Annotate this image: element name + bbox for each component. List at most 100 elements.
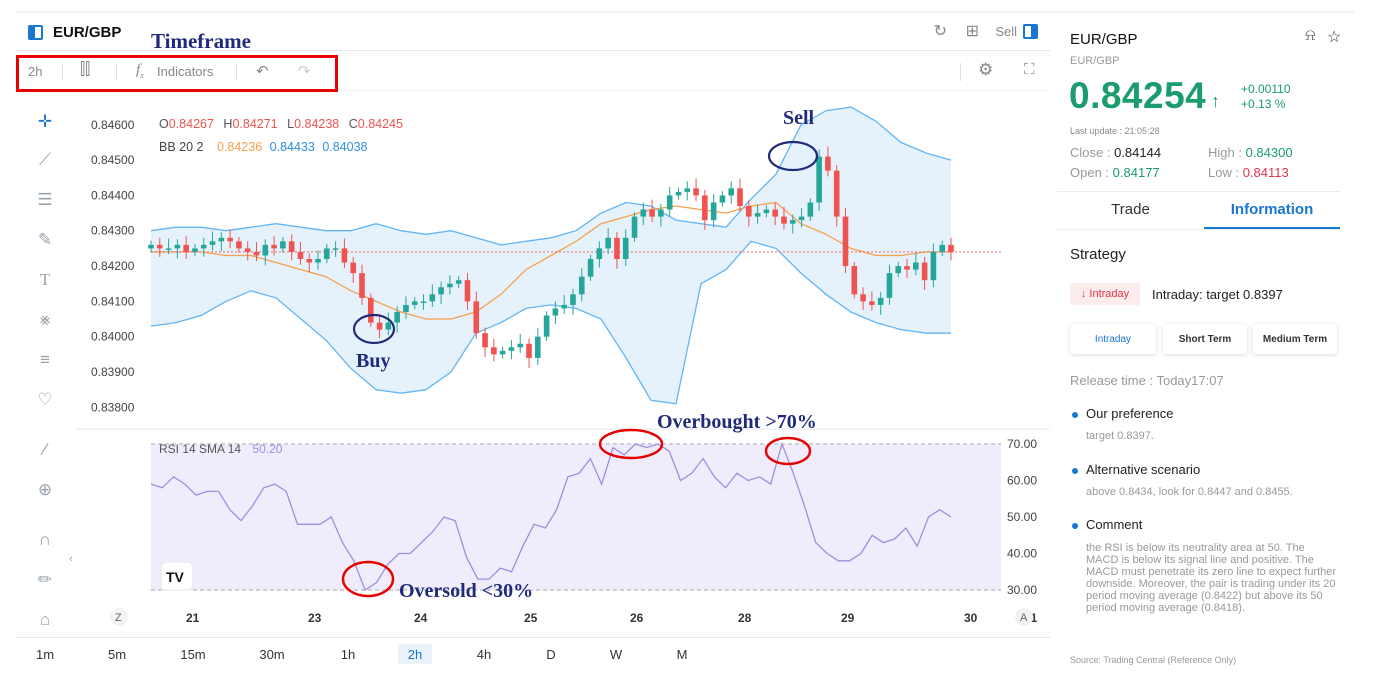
term-short-button[interactable]: Short Term: [1163, 324, 1247, 354]
timeframe-M[interactable]: M: [676, 646, 688, 662]
timeframe-D[interactable]: D: [546, 646, 556, 662]
grid-layout-icon[interactable]: ⊞: [965, 23, 980, 40]
collapse-toolbar-icon[interactable]: ‹: [69, 553, 73, 565]
zoom-in-icon[interactable]: ⊕: [37, 480, 53, 499]
candle-body: [746, 206, 752, 217]
timeframe-5m[interactable]: 5m: [107, 646, 127, 662]
symbol-name: EUR/GBP: [53, 24, 122, 41]
low-label: Low :: [1208, 165, 1240, 180]
ohlc-legend: O0.84267 H0.84271 L0.84238 C0.84245: [159, 117, 403, 131]
candle-body: [280, 241, 286, 249]
trend-line-icon[interactable]: ⟋: [39, 150, 51, 169]
candle-body: [324, 248, 330, 259]
rsi-tick-label: 60.00: [1007, 473, 1037, 487]
candle-type-icon[interactable]: ⫿⫿: [80, 61, 91, 78]
magnet-icon[interactable]: ∩: [38, 530, 52, 549]
indicators-button[interactable]: Indicators: [157, 64, 214, 79]
info-divider: [1057, 191, 1340, 192]
intraday-badge: ↓ Intraday: [1070, 283, 1140, 305]
pattern-icon[interactable]: ⨳: [39, 310, 51, 329]
candle-body: [570, 294, 576, 305]
redo-icon[interactable]: ↷: [298, 63, 311, 80]
bullet-icon: [1072, 412, 1078, 418]
bullet-icon: [1072, 523, 1078, 529]
bollinger-legend: BB 20 2 0.84236 0.84433 0.84038: [159, 140, 368, 154]
candle-body: [684, 188, 691, 192]
refresh-icon[interactable]: ↻: [933, 23, 948, 40]
info-symbol-title: EUR/GBP: [1070, 31, 1138, 48]
candle-body: [482, 333, 488, 348]
tab-information[interactable]: Information: [1230, 201, 1314, 218]
candle-body: [183, 244, 189, 252]
active-tab-indicator: [1204, 227, 1340, 229]
settings-gear-icon[interactable]: ⚙: [978, 60, 994, 79]
timeframe-bar: 1m 5m 15m 30m 1h 2h 4h D W M: [16, 637, 1050, 668]
price-tick-label: 0.84100: [91, 294, 135, 308]
candle-body: [411, 301, 418, 305]
brush-icon[interactable]: ✎: [37, 230, 53, 249]
candle-body: [209, 241, 216, 245]
time-axis: Z212324252628293031A: [110, 608, 1038, 626]
candle-body: [622, 237, 629, 259]
candle-body: [877, 297, 884, 305]
candle-body: [543, 315, 550, 337]
tradingview-logo: [160, 561, 194, 591]
candle-body: [350, 262, 356, 274]
tab-trade[interactable]: Trade: [1111, 201, 1150, 218]
chart-canvas[interactable]: 0.84600 0.84500 0.84400 0.84300 0.84200 0.841…: [16, 13, 1050, 637]
favorite-heart-icon[interactable]: ♡: [37, 390, 53, 409]
timeframe-30m[interactable]: 30m: [259, 646, 285, 662]
bollinger-lower-line: [150, 240, 951, 405]
term-medium-button[interactable]: Medium Term: [1253, 324, 1337, 354]
timeframe-4h[interactable]: 4h: [476, 646, 492, 662]
current-price: 0.84254: [1069, 75, 1207, 116]
candle-body: [394, 311, 400, 323]
candle-body: [535, 336, 541, 358]
timeframe-15m[interactable]: 15m: [180, 646, 206, 662]
timeframe-1h[interactable]: 1h: [340, 646, 356, 662]
candle-body: [297, 251, 304, 259]
price-change-percent: +0.13 %: [1241, 97, 1286, 111]
horizontal-lines-icon[interactable]: ☰: [37, 190, 53, 209]
candle-body: [455, 280, 462, 284]
crosshair-icon[interactable]: ✛: [37, 112, 53, 131]
candle-body: [710, 202, 717, 221]
lock-icon[interactable]: ⌂: [39, 610, 51, 629]
rsi-legend: RSI 14 SMA 14 50.20: [159, 442, 283, 456]
undo-icon[interactable]: ↶: [256, 63, 269, 80]
timeframe-1m[interactable]: 1m: [35, 646, 55, 662]
overbought-annotation: Overbought >70%: [657, 411, 817, 433]
term-intraday-button[interactable]: Intraday: [1070, 324, 1156, 354]
text-tool-icon[interactable]: T: [39, 270, 51, 289]
open-label: Open :: [1070, 165, 1110, 180]
price-tick-label: 0.84300: [91, 224, 135, 238]
timeframe-W[interactable]: W: [609, 646, 623, 662]
candle-body: [174, 244, 181, 249]
candle-body: [332, 248, 339, 250]
pencil-lock-icon[interactable]: ✏: [37, 570, 53, 589]
rsi-band: [151, 443, 1001, 591]
ruler-icon[interactable]: ∕: [43, 440, 47, 459]
fib-icon[interactable]: ≡: [40, 350, 50, 369]
price-tick-label: 0.83800: [91, 400, 135, 414]
candle-body: [306, 259, 313, 263]
last-update: Last update : 21:05:28: [1070, 126, 1160, 136]
bell-icon[interactable]: ⍾: [1305, 27, 1316, 44]
sell-toggle[interactable]: Sell: [995, 23, 1038, 39]
open-value: 0.84177: [1112, 165, 1160, 180]
candle-body: [420, 301, 427, 303]
candle-body: [447, 283, 453, 288]
info-symbol-subtitle: EUR/GBP: [1070, 55, 1120, 67]
preference-text: target 0.8397.: [1086, 430, 1154, 442]
timeframe-2h[interactable]: 2h: [398, 644, 432, 664]
candle-body: [754, 213, 761, 217]
price-tick-label: 0.84000: [91, 330, 135, 344]
timeframe-selector[interactable]: 2h: [28, 64, 43, 79]
overbought-circle: [598, 428, 664, 460]
oversold-annotation: Oversold <30%: [399, 580, 534, 602]
star-icon[interactable]: ☆: [1327, 29, 1342, 46]
auto-scale-label: A: [1020, 612, 1028, 624]
candle-body: [833, 170, 840, 217]
high-label: High :: [1208, 145, 1242, 160]
fullscreen-icon[interactable]: ⛶: [1024, 61, 1035, 78]
